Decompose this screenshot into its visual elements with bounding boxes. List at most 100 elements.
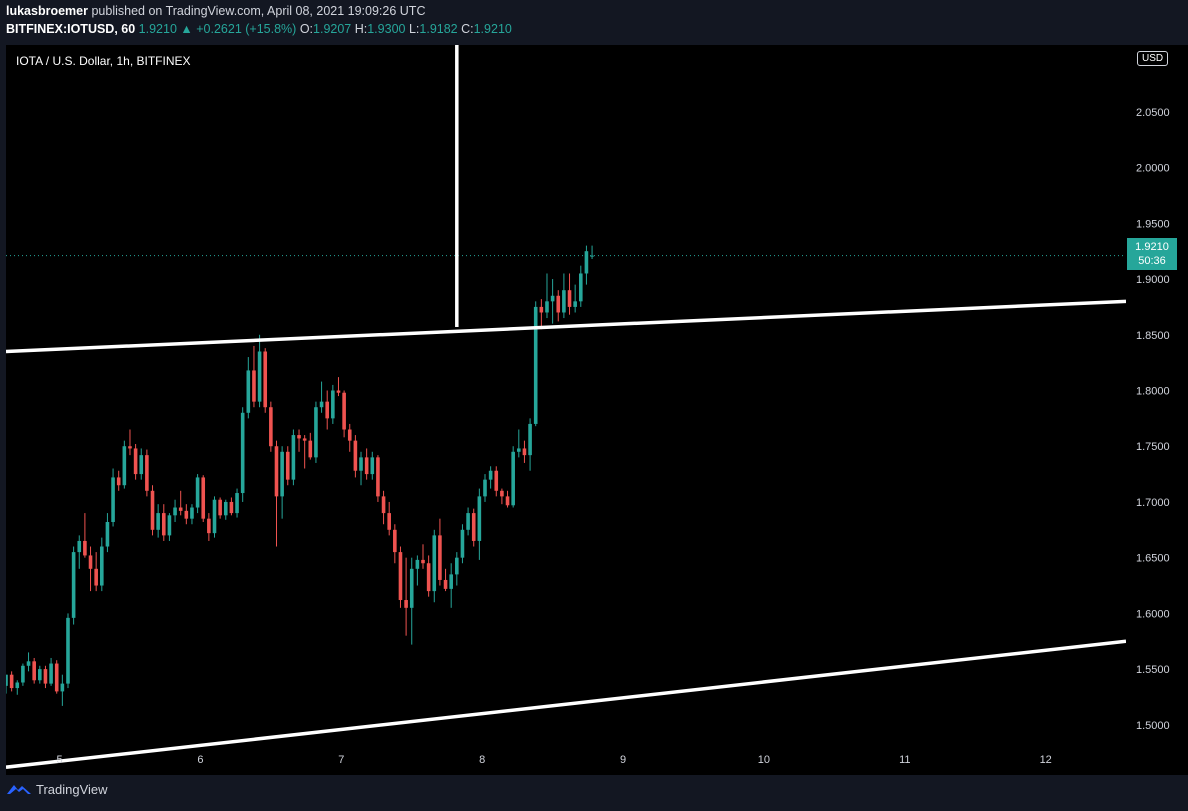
- candle: [269, 401, 273, 452]
- tradingview-logo-icon[interactable]: [6, 782, 32, 799]
- candle-body: [578, 273, 583, 302]
- candle-body: [190, 507, 194, 519]
- candle: [528, 418, 532, 471]
- candle: [263, 348, 268, 413]
- candle: [455, 552, 459, 586]
- candle-body: [246, 370, 251, 413]
- candle: [161, 504, 166, 541]
- candle-body: [54, 663, 59, 692]
- price-axis[interactable]: 1.5000 1.5500 1.6000 1.6500 1.7000 1.7500 1.80…: [1126, 45, 1188, 775]
- publisher-name[interactable]: lukasbroemer: [6, 4, 88, 18]
- candle: [246, 357, 251, 419]
- candle: [590, 245, 594, 259]
- candle: [60, 674, 65, 706]
- candle: [342, 390, 346, 438]
- candle: [66, 613, 70, 689]
- candle-body: [533, 306, 538, 424]
- candle-body: [15, 682, 20, 689]
- low-value: 1.9182: [419, 22, 458, 36]
- candle: [308, 432, 313, 460]
- candle: [545, 273, 549, 319]
- candle-body: [398, 552, 403, 601]
- candle-body: [556, 295, 561, 313]
- candle: [9, 671, 14, 692]
- candle: [421, 544, 425, 569]
- candle-body: [150, 490, 155, 530]
- x-tick-label: 11: [899, 754, 910, 766]
- candle: [139, 448, 144, 480]
- candle-body: [364, 457, 369, 475]
- candle: [116, 470, 121, 491]
- x-tick-label: 8: [479, 754, 485, 766]
- x-tick-label: 12: [1040, 754, 1052, 766]
- candle-body: [66, 617, 70, 684]
- candle-body: [409, 568, 414, 608]
- candle: [133, 443, 138, 480]
- candle-body: [167, 515, 172, 536]
- candle: [522, 440, 527, 463]
- candle-body: [195, 477, 200, 508]
- x-tick-label: 10: [758, 754, 770, 766]
- candle: [567, 273, 572, 315]
- candle-body: [99, 546, 104, 586]
- upper-trendline: [5, 299, 1127, 354]
- bar-countdown: 50:36: [1138, 255, 1166, 267]
- candlestick-plot[interactable]: [4, 45, 1127, 775]
- candle: [331, 384, 335, 424]
- y-tick-label: 1.5000: [1136, 720, 1170, 732]
- candle-body: [83, 540, 87, 556]
- candle: [398, 546, 403, 608]
- candle: [505, 490, 510, 508]
- y-tick-label: 1.8000: [1136, 385, 1170, 397]
- candle-body: [122, 446, 127, 486]
- candle: [477, 488, 482, 560]
- candle: [190, 504, 194, 525]
- y-tick-label: 1.9500: [1136, 218, 1170, 230]
- chart-pane[interactable]: [4, 45, 1127, 775]
- y-tick-label: 1.8500: [1136, 330, 1170, 342]
- candle: [584, 245, 589, 285]
- candle-body: [432, 535, 437, 592]
- time-axis[interactable]: 5 6 7 8 9 10 11 12: [6, 745, 1126, 775]
- candle-body: [590, 255, 594, 257]
- candle: [376, 455, 380, 502]
- open-value: 1.9207: [313, 22, 352, 36]
- candle-body: [139, 455, 144, 475]
- tradingview-brand[interactable]: TradingView: [36, 782, 108, 797]
- y-tick-label: 1.6500: [1136, 553, 1170, 565]
- candle: [235, 488, 239, 518]
- candle-body: [49, 663, 53, 684]
- candle-body: [539, 306, 544, 313]
- candle-body: [77, 540, 82, 553]
- candle: [32, 657, 36, 684]
- candle: [156, 504, 160, 538]
- candle-body: [336, 390, 341, 393]
- candle-body: [43, 669, 48, 684]
- candle: [511, 446, 515, 508]
- candle: [325, 390, 330, 430]
- candle-body: [145, 455, 149, 491]
- symbol-label[interactable]: BITFINEX:IOTUSD, 60: [6, 22, 136, 36]
- candle: [466, 507, 470, 536]
- candle: [443, 568, 448, 592]
- candle-body: [573, 301, 577, 307]
- candle: [145, 449, 149, 497]
- candle: [500, 488, 504, 505]
- open-label: O:: [299, 22, 314, 36]
- symbol-info-bar: BITFINEX:IOTUSD, 60 1.9210 ▲ +0.2621 (+1…: [6, 22, 512, 36]
- candle-body: [584, 251, 589, 274]
- candle-body: [325, 401, 330, 419]
- candle-body: [517, 448, 521, 452]
- currency-button[interactable]: USD: [1137, 51, 1169, 66]
- x-tick-label: 9: [620, 754, 626, 766]
- last-price-badge-value: 1.9210: [1135, 241, 1169, 253]
- candle-body: [229, 501, 234, 514]
- candle-body: [60, 683, 65, 692]
- candle-body: [477, 496, 482, 541]
- candle: [336, 377, 341, 397]
- candle: [88, 546, 93, 592]
- lower-trendline: [5, 639, 1127, 769]
- candle: [4, 674, 8, 694]
- candle: [387, 501, 391, 536]
- candle-body: [376, 457, 380, 497]
